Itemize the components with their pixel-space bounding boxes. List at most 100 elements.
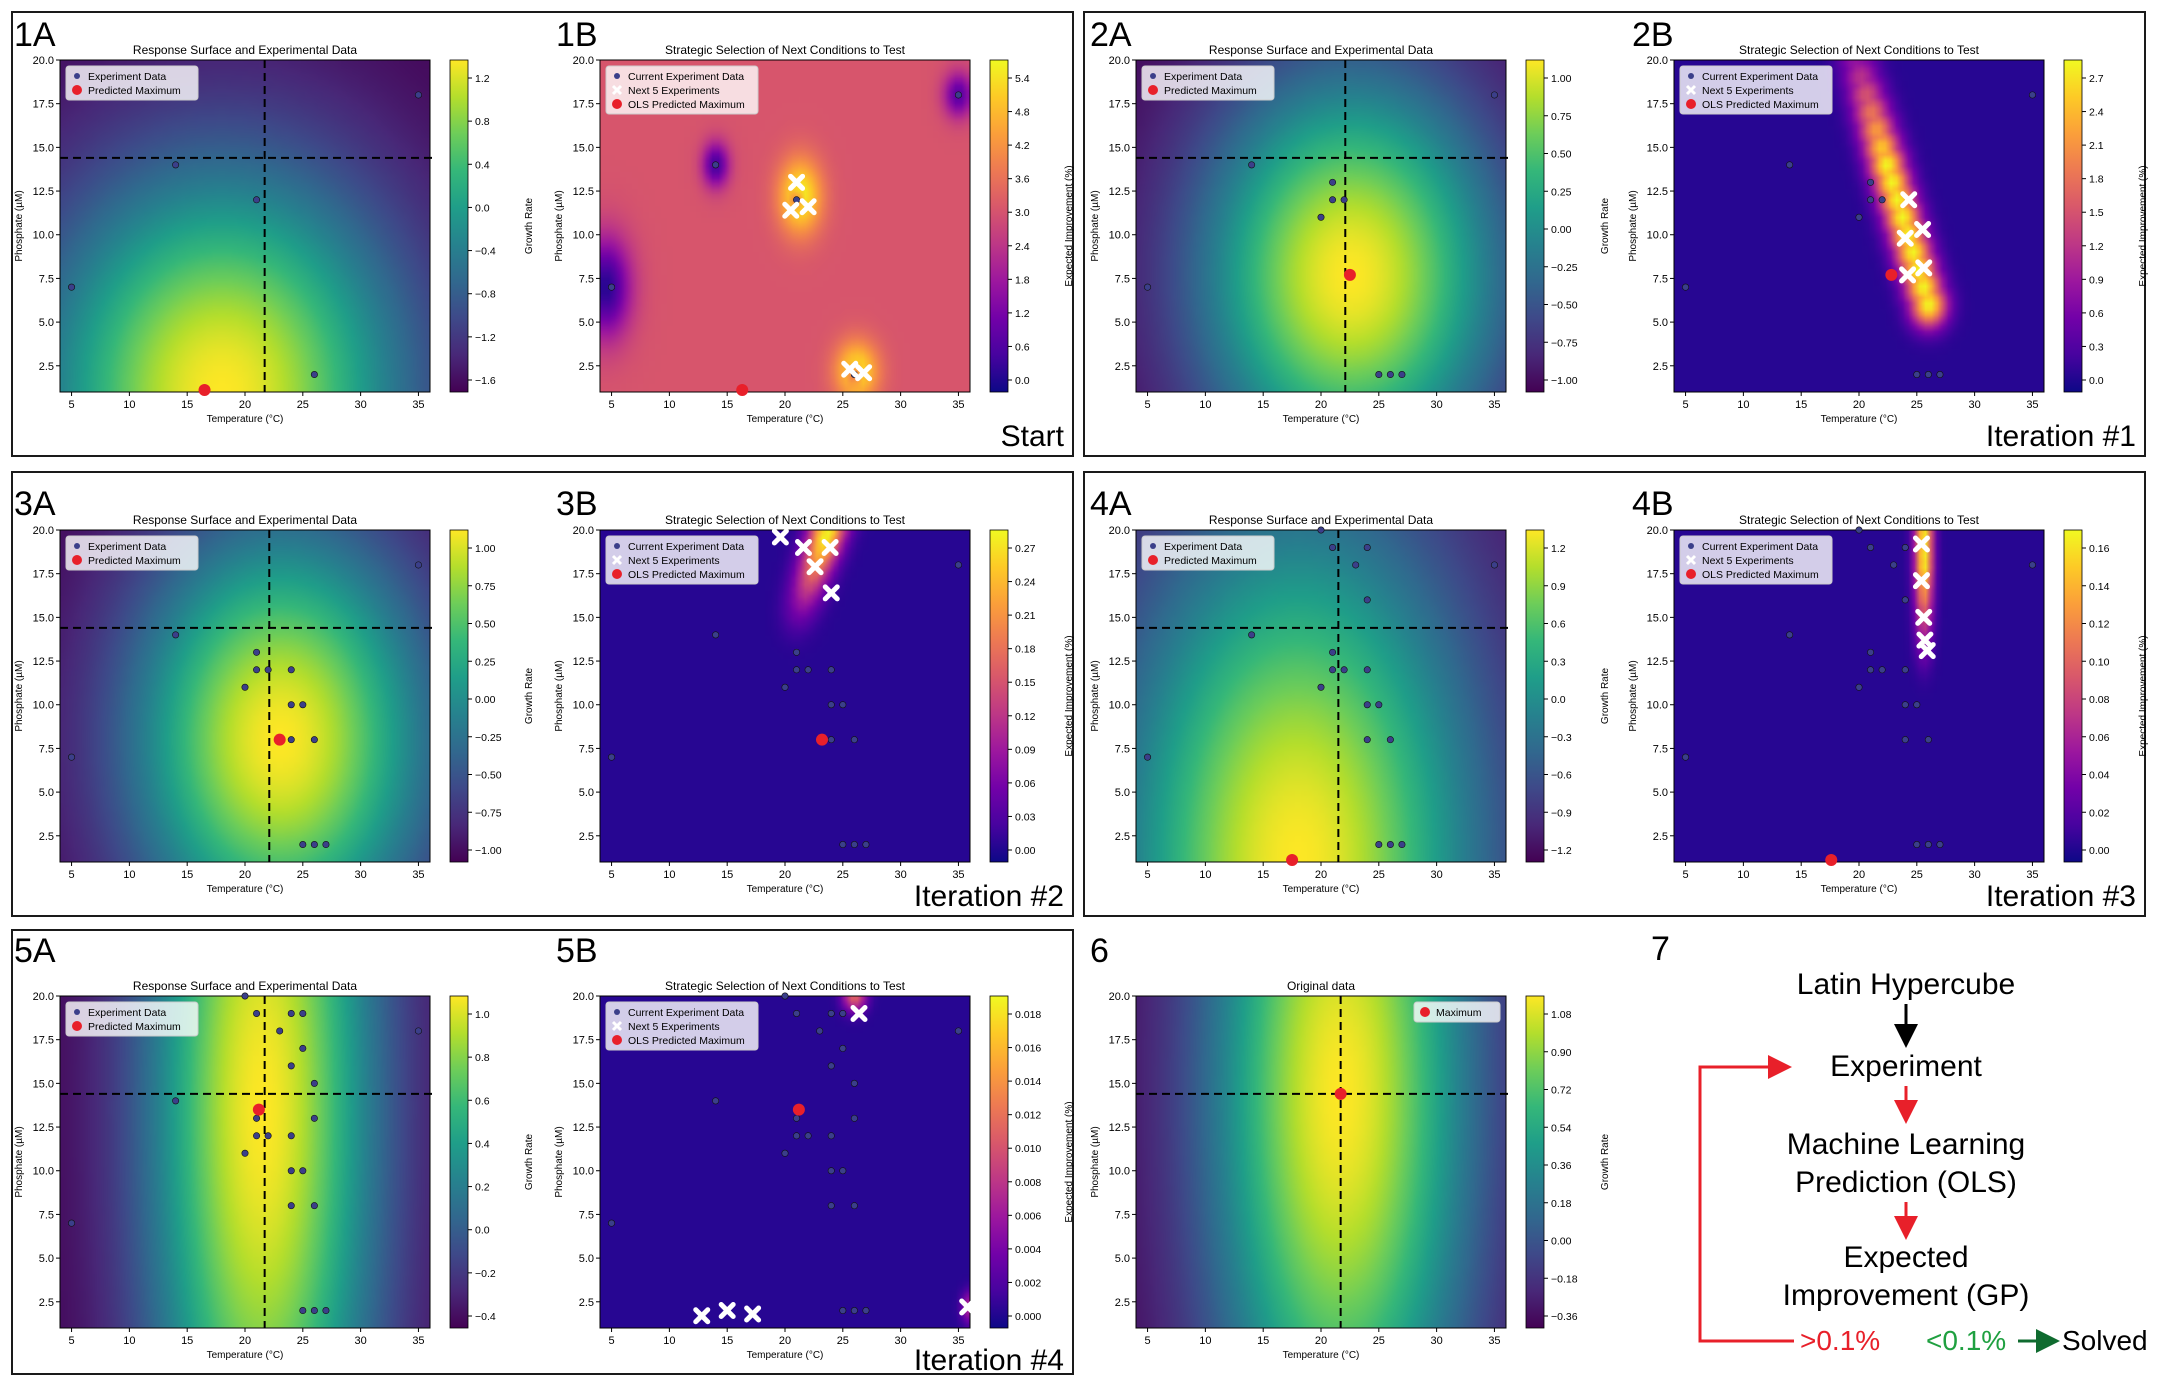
y-tick-label: 7.5 [1115, 1209, 1130, 1221]
legend: Experiment Data Predicted Maximum [65, 65, 199, 101]
y-axis-label: Phosphate (µM) [1090, 190, 1101, 261]
colorbar-tick-label: 0.24 [1015, 577, 1036, 589]
x-tick-label: 20 [1315, 399, 1327, 411]
next-experiment-marker [1914, 220, 1932, 238]
experiment-point [608, 753, 616, 761]
colorbar-tick-label: 0.00 [1015, 845, 1036, 857]
experiment-point [1867, 543, 1875, 551]
chart-title: Response Surface and Experimental Data [133, 43, 357, 57]
heatmap-canvas [600, 530, 970, 862]
colorbar-label: Expected Improvement (%) [2138, 635, 2149, 756]
x-tick-label: 5 [1145, 1335, 1151, 1347]
colorbar-tick-label: 0.09 [1015, 744, 1036, 756]
y-tick-label: 7.5 [39, 743, 54, 755]
panel-label-5b: 5B [556, 932, 598, 970]
colorbar-tick-label: 0.12 [2089, 619, 2110, 631]
y-tick-label: 12.5 [573, 186, 594, 198]
legend-entry: Predicted Maximum [1164, 85, 1257, 97]
heatmap-surface [1136, 996, 1506, 1328]
x-tick-label: 20 [1853, 869, 1865, 881]
experiment-point [299, 701, 307, 709]
y-tick-label: 10.0 [1647, 230, 1668, 242]
chart-title: Response Surface and Experimental Data [1209, 43, 1433, 57]
legend-swatch-data [74, 73, 80, 79]
colorbar [989, 995, 1009, 1329]
x-axis-label: Temperature (°C) [1283, 414, 1360, 425]
legend-entry: Predicted Maximum [1164, 555, 1257, 567]
x-tick-label: 20 [239, 869, 251, 881]
experiment-point [241, 683, 249, 691]
x-tick-label: 30 [895, 1335, 907, 1347]
y-tick-label: 2.5 [1653, 361, 1668, 373]
y-tick-label: 12.5 [33, 656, 54, 668]
y-tick-label: 17.5 [33, 569, 54, 581]
chart-title: Response Surface and Experimental Data [133, 513, 357, 527]
experiment-point [299, 1044, 307, 1052]
x-tick-label: 25 [1911, 399, 1923, 411]
x-tick-label: 10 [663, 1335, 675, 1347]
experiment-point [68, 753, 76, 761]
experiment-point [287, 1062, 295, 1070]
chart-panels: 1A Response Surface and Experimental Data… [14, 16, 2149, 1377]
experiment-point [310, 1202, 318, 1210]
x-tick-label: 5 [1145, 399, 1151, 411]
legend: Current Experiment Data Next 5 Experiment… [1679, 65, 1833, 115]
colorbar-tick-label: 4.8 [1015, 107, 1030, 119]
heatmap-surface [1136, 60, 1506, 392]
colorbar-tick-label: 0.0 [1551, 694, 1566, 706]
y-tick-label: 20.0 [33, 991, 54, 1003]
chart-panel-2b: 2B Strategic Selection of Next Conditions… [1628, 16, 2149, 453]
experiment-point [414, 1027, 422, 1035]
legend-entry: Next 5 Experiments [1702, 555, 1794, 567]
flow-step-ei-line2: Improvement (GP) [1783, 1279, 2030, 1312]
experiment-point [276, 1027, 284, 1035]
experiment-point [608, 283, 616, 291]
x-tick-label: 25 [1373, 1335, 1385, 1347]
y-tick-label: 2.5 [39, 1297, 54, 1309]
legend-swatch-maximum [1420, 1007, 1430, 1017]
legend-entry: Experiment Data [88, 541, 166, 553]
panel-label-1b: 1B [556, 16, 598, 54]
experiment-point [827, 736, 835, 744]
y-tick-label: 2.5 [579, 361, 594, 373]
y-tick-label: 17.5 [33, 99, 54, 111]
experiment-point [1867, 196, 1875, 204]
colorbar-tick-label: 0.72 [1551, 1085, 1572, 1097]
y-tick-label: 5.0 [1115, 787, 1130, 799]
y-axis-label: Phosphate (µM) [1090, 660, 1101, 731]
x-tick-label: 20 [1315, 1335, 1327, 1347]
x-tick-label: 10 [1199, 399, 1211, 411]
legend-box [1679, 535, 1833, 585]
feedback-loop-arrow [1698, 1055, 1794, 1343]
predicted-maximum-marker [1825, 854, 1838, 866]
y-tick-label: 10.0 [573, 1166, 594, 1178]
iteration-label: Iteration #4 [914, 1344, 1064, 1377]
experiment-point [310, 841, 318, 849]
row-frame [11, 11, 1074, 457]
chart-panel-1a: 1A Response Surface and Experimental Data… [14, 16, 535, 425]
experiment-point [1317, 526, 1325, 534]
x-tick-label: 10 [123, 1335, 135, 1347]
colorbar-tick-label: 1.2 [1015, 308, 1030, 320]
experiment-point [793, 648, 801, 656]
experiment-point [781, 683, 789, 691]
colorbar-label: Growth Rate [524, 197, 535, 254]
y-tick-label: 17.5 [33, 1035, 54, 1047]
experiment-point [839, 1167, 847, 1175]
next-experiment-marker [782, 201, 800, 219]
experiment-point [608, 1219, 616, 1227]
experiment-point [1375, 701, 1383, 709]
x-tick-label: 15 [181, 1335, 193, 1347]
x-tick-label: 35 [952, 1335, 964, 1347]
chart-title: Strategic Selection of Next Conditions t… [665, 513, 906, 527]
y-tick-label: 5.0 [1115, 1253, 1130, 1265]
legend-entry: Experiment Data [1164, 71, 1242, 83]
legend-box [605, 535, 759, 585]
experiment-point [793, 1009, 801, 1017]
colorbar-tick-label: 0.0 [475, 202, 490, 214]
experiment-point [1913, 701, 1921, 709]
legend: Current Experiment Data Next 5 Experiment… [1679, 535, 1833, 585]
experiment-point [1901, 596, 1909, 604]
x-tick-label: 35 [412, 399, 424, 411]
experiment-point [827, 666, 835, 674]
